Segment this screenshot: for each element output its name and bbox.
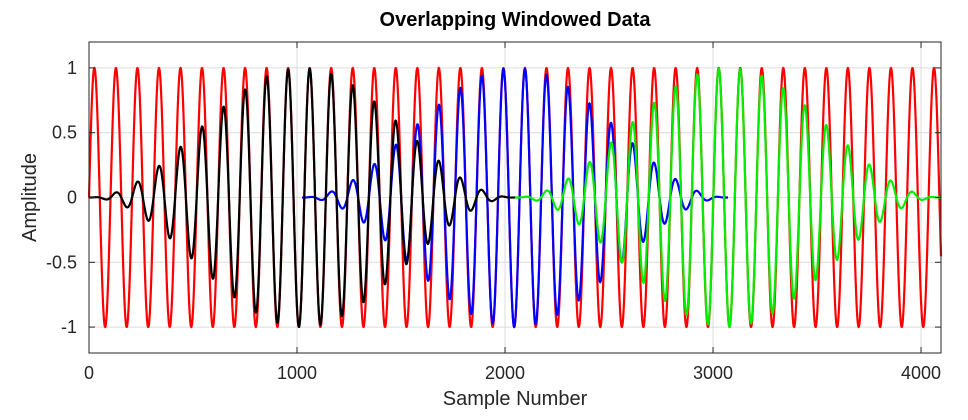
chart-title: Overlapping Windowed Data [380,9,652,31]
x-tick-label: 1000 [277,363,317,383]
y-tick-label: -0.5 [46,252,77,272]
x-axis-label: Sample Number [443,388,588,410]
y-tick-label: -1 [61,317,77,337]
y-axis-label: Amplitude [19,153,41,242]
x-tick-label: 0 [84,363,94,383]
x-tick-label: 2000 [485,363,525,383]
y-tick-label: 0 [67,188,77,208]
series-line-2 [301,67,729,329]
plot-series [87,66,943,329]
axis-ticks: 0 1000 2000 3000 4000 -1 -0.5 0 0.5 1 [46,42,941,383]
y-tick-label: 1 [67,58,77,78]
series-line-4 [88,67,516,328]
series-line-3 [514,67,942,328]
x-tick-label: 3000 [693,363,733,383]
y-tick-label: 0.5 [52,123,77,143]
x-tick-label: 4000 [901,363,941,383]
